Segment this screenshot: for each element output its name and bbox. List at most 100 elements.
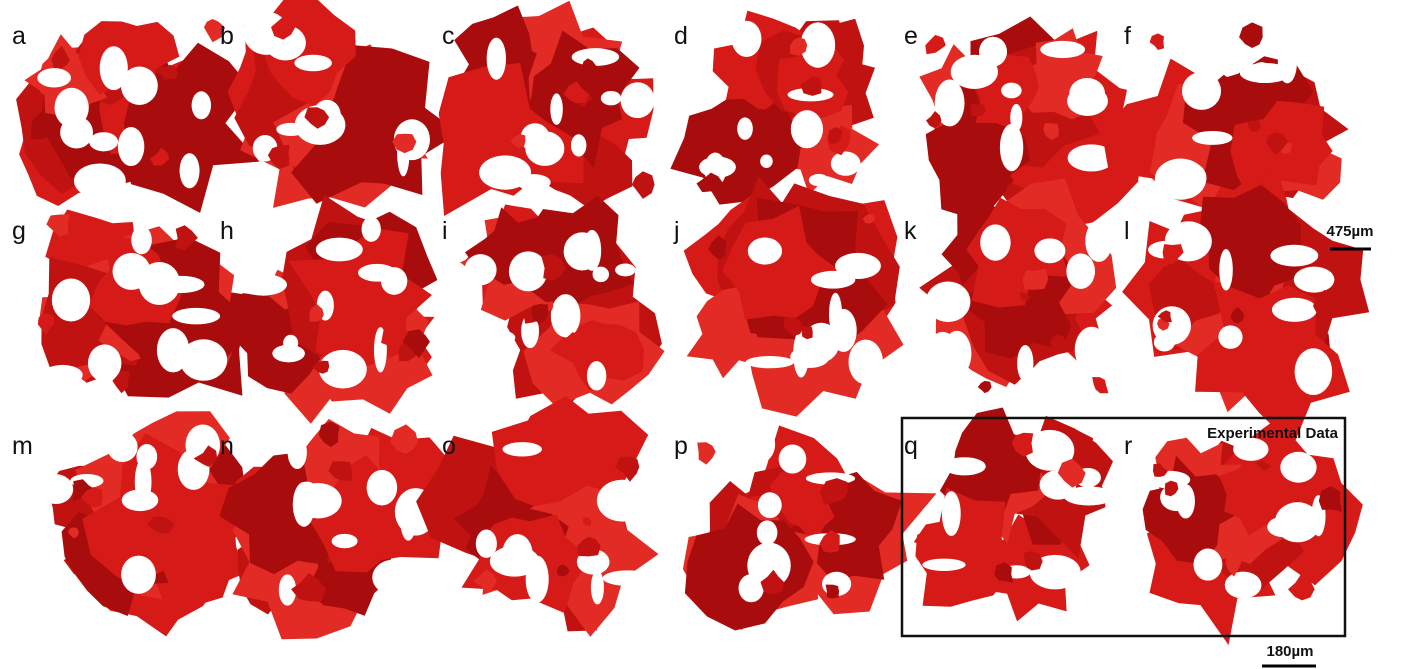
- fragment: [144, 358, 161, 373]
- fragment: [708, 235, 727, 260]
- fragment: [311, 360, 330, 374]
- structure: [45, 209, 153, 312]
- fragment: [1313, 289, 1338, 317]
- panel-label: g: [12, 217, 26, 245]
- pore: [943, 457, 986, 476]
- fragment: [825, 584, 840, 599]
- pore: [1176, 484, 1195, 519]
- structure: [291, 45, 459, 204]
- fragment: [557, 564, 570, 577]
- panel: l: [1122, 163, 1370, 446]
- pore: [89, 132, 119, 152]
- pore: [1085, 220, 1113, 262]
- fragment: [631, 171, 655, 199]
- pore: [790, 110, 823, 149]
- pore: [835, 252, 881, 279]
- box-title: Experimental Data: [1207, 425, 1339, 442]
- fragment: [1225, 550, 1242, 577]
- pore: [1271, 297, 1318, 322]
- pore: [400, 500, 417, 541]
- pore: [238, 273, 287, 296]
- fragment: [31, 111, 52, 140]
- pore: [107, 431, 138, 463]
- fragment: [925, 34, 946, 55]
- pore: [602, 570, 654, 586]
- fragment: [926, 111, 942, 129]
- fragment: [1278, 142, 1292, 154]
- fragment: [1022, 268, 1049, 290]
- fragment: [146, 516, 175, 534]
- pore: [520, 123, 550, 152]
- pore: [590, 570, 604, 605]
- panel-label: q: [904, 432, 918, 460]
- pore: [508, 251, 548, 292]
- pore: [1250, 62, 1273, 83]
- pore: [331, 533, 358, 549]
- panel-label: r: [1124, 432, 1132, 460]
- pore: [1193, 548, 1223, 581]
- pore: [941, 491, 961, 537]
- pore: [117, 127, 145, 167]
- pore: [464, 254, 497, 286]
- pore: [278, 574, 297, 606]
- fragment: [564, 332, 585, 354]
- fragment: [267, 144, 290, 170]
- fragment: [615, 456, 640, 482]
- fragment: [271, 16, 296, 40]
- pore: [99, 46, 128, 91]
- pore: [1258, 40, 1276, 54]
- pore: [740, 424, 776, 464]
- pore: [747, 542, 791, 589]
- pore: [131, 226, 152, 255]
- pore: [294, 54, 332, 72]
- pore: [563, 232, 601, 271]
- fragment: [161, 64, 178, 80]
- pore: [592, 266, 610, 283]
- pore: [1224, 571, 1262, 599]
- panels: a b c d e f g h i j k l m n o p q r: [12, 0, 1370, 645]
- panel: k: [904, 178, 1117, 394]
- pore: [121, 555, 156, 594]
- fragment: [800, 76, 822, 96]
- fragment: [1019, 292, 1031, 301]
- pore: [502, 442, 542, 457]
- pore: [778, 444, 807, 474]
- structure: [219, 452, 352, 575]
- panel-label: c: [442, 22, 455, 50]
- pore: [1226, 46, 1240, 68]
- pore: [525, 555, 549, 603]
- pore: [272, 344, 305, 363]
- fragment: [531, 304, 549, 325]
- pore: [283, 334, 299, 352]
- pore: [925, 281, 971, 323]
- panel-label: e: [904, 22, 918, 50]
- pore: [620, 82, 655, 119]
- pore: [1270, 244, 1319, 267]
- pore: [1034, 238, 1066, 264]
- fragment: [309, 304, 324, 322]
- fragment: [1153, 463, 1168, 477]
- pore: [276, 122, 306, 137]
- pore: [1074, 326, 1109, 373]
- panel: a: [12, 19, 260, 213]
- panel-label: j: [673, 217, 680, 245]
- pore: [1181, 71, 1222, 110]
- pore: [1176, 163, 1207, 193]
- pore: [999, 123, 1024, 172]
- structure: [722, 205, 840, 320]
- pore: [361, 216, 381, 242]
- fragment: [80, 487, 103, 508]
- pore: [830, 151, 861, 176]
- fragment: [51, 46, 70, 69]
- fragment: [328, 461, 352, 481]
- pore: [121, 489, 159, 512]
- panel: d: [670, 10, 880, 205]
- fragment: [473, 569, 497, 594]
- pore: [172, 307, 221, 325]
- panel-label: n: [220, 432, 234, 460]
- pore: [287, 435, 307, 470]
- fragment: [1248, 120, 1261, 133]
- pore: [922, 558, 966, 571]
- pore: [1293, 266, 1335, 293]
